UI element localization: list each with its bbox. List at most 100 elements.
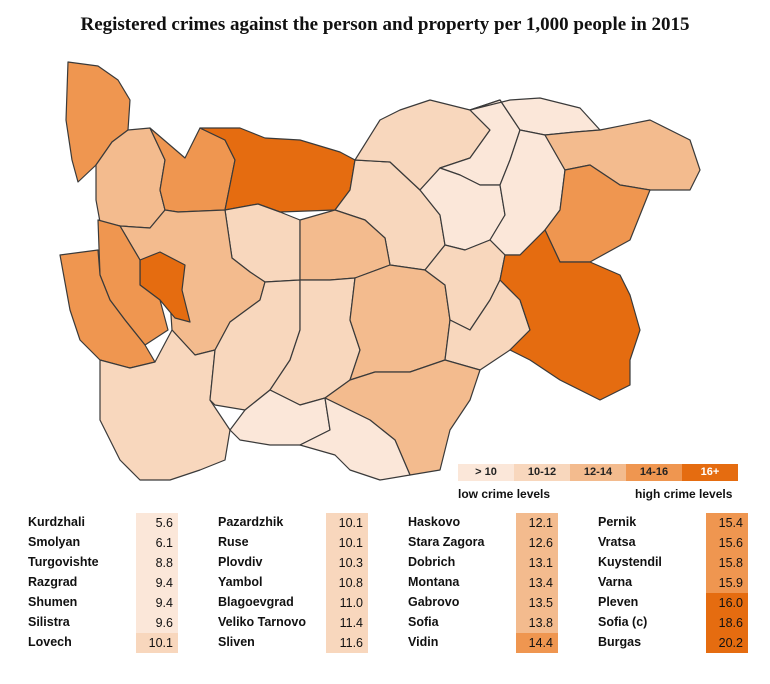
- region-value: 10.3: [326, 553, 368, 573]
- legend-swatch-4: 16+: [682, 464, 738, 481]
- table-column: Haskovo 12.1 Stara Zagora 12.6 Dobrich 13.1 Mo…: [408, 513, 558, 653]
- region-value: 15.4: [706, 513, 748, 533]
- table-row: Pernik 15.4: [598, 513, 748, 533]
- region-value: 14.4: [516, 633, 558, 653]
- region-name: Silistra: [28, 615, 70, 629]
- legend-swatch-1: 10-12: [514, 464, 570, 481]
- region-value: 5.6: [136, 513, 178, 533]
- region-value: 10.1: [326, 533, 368, 553]
- legend: > 10 10-12 12-14 14-16 16+: [458, 464, 738, 481]
- table-row: Lovech 10.1: [28, 633, 178, 653]
- region-value: 10.8: [326, 573, 368, 593]
- region-name: Blagoevgrad: [218, 595, 294, 609]
- region-name: Pleven: [598, 595, 639, 609]
- table-row: Pazardzhik 10.1: [218, 513, 368, 533]
- table-row: Stara Zagora 12.6: [408, 533, 558, 553]
- table-row: Varna 15.9: [598, 573, 748, 593]
- legend-low-label: low crime levels: [458, 487, 551, 501]
- legend-swatch-0: > 10: [458, 464, 514, 481]
- table-row: Shumen 9.4: [28, 593, 178, 613]
- region-value: 9.6: [136, 613, 178, 633]
- region-value: 11.0: [326, 593, 368, 613]
- region-name: Smolyan: [28, 535, 81, 549]
- region-value: 15.6: [706, 533, 748, 553]
- region-name: Pazardzhik: [218, 515, 284, 529]
- table-row: Ruse 10.1: [218, 533, 368, 553]
- table-row: Vidin 14.4: [408, 633, 558, 653]
- table-column: Kurdzhali 5.6 Smolyan 6.1 Turgovishte 8.8 Razg…: [28, 513, 178, 653]
- table-row: Montana 13.4: [408, 573, 558, 593]
- table-row: Plovdiv 10.3: [218, 553, 368, 573]
- region-name: Pernik: [598, 515, 637, 529]
- region-name: Vratsa: [598, 535, 636, 549]
- table-column: Pazardzhik 10.1 Ruse 10.1 Plovdiv 10.3 Yambol 1…: [218, 513, 368, 653]
- region-value: 15.8: [706, 553, 748, 573]
- region-name: Yambol: [218, 575, 263, 589]
- region-name: Haskovo: [408, 515, 461, 529]
- legend-swatch-2: 12-14: [570, 464, 626, 481]
- region-name: Gabrovo: [408, 595, 460, 609]
- region-name: Sofia: [408, 615, 439, 629]
- map-title: Registered crimes against the person and…: [80, 14, 690, 35]
- table-row: Sofia 13.8: [408, 613, 558, 633]
- table-row: Smolyan 6.1: [28, 533, 178, 553]
- region-name: Vidin: [408, 635, 439, 649]
- region-name: Sliven: [218, 635, 255, 649]
- region-name: Ruse: [218, 535, 249, 549]
- table-row: Gabrovo 13.5: [408, 593, 558, 613]
- region-name: Shumen: [28, 595, 78, 609]
- region-name: Kurdzhali: [28, 515, 85, 529]
- region-name: Stara Zagora: [408, 535, 485, 549]
- region-value: 11.6: [326, 633, 368, 653]
- region-name: Lovech: [28, 635, 72, 649]
- region-value: 12.1: [516, 513, 558, 533]
- region-value: 11.4: [326, 613, 368, 633]
- region-value: 20.2: [706, 633, 748, 653]
- region-value: 9.4: [136, 593, 178, 613]
- table-row: Sliven 11.6: [218, 633, 368, 653]
- region-value: 15.9: [706, 573, 748, 593]
- region-name: Razgrad: [28, 575, 78, 589]
- table-row: Burgas 20.2: [598, 633, 748, 653]
- region-name: Kuystendil: [598, 555, 662, 569]
- region-value: 10.1: [136, 633, 178, 653]
- region-varna: [544, 164, 651, 263]
- region-kuystendil: [59, 249, 156, 369]
- region-value: 8.8: [136, 553, 178, 573]
- table-row: Haskovo 12.1: [408, 513, 558, 533]
- table-row: Kuystendil 15.8: [598, 553, 748, 573]
- region-name: Varna: [598, 575, 633, 589]
- legend-high-label: high crime levels: [635, 487, 733, 501]
- table-row: Vratsa 15.6: [598, 533, 748, 553]
- region-vratsa: [149, 127, 236, 213]
- region-stara-zagora: [349, 264, 451, 381]
- region-value: 10.1: [326, 513, 368, 533]
- table-row: Veliko Tarnovo 11.4: [218, 613, 368, 633]
- region-burgas: [499, 229, 641, 401]
- region-name: Turgovishte: [28, 555, 99, 569]
- region-name: Montana: [408, 575, 460, 589]
- region-value: 13.5: [516, 593, 558, 613]
- region-name: Plovdiv: [218, 555, 263, 569]
- region-name: Burgas: [598, 635, 642, 649]
- region-value: 13.1: [516, 553, 558, 573]
- region-name: Dobrich: [408, 555, 456, 569]
- table-row: Sofia (c) 18.6: [598, 613, 748, 633]
- region-value: 12.6: [516, 533, 558, 553]
- table-row: Pleven 16.0: [598, 593, 748, 613]
- legend-swatch-3: 14-16: [626, 464, 682, 481]
- table-row: Dobrich 13.1: [408, 553, 558, 573]
- table-column: Pernik 15.4 Vratsa 15.6 Kuystendil 15.8 Varna 1…: [598, 513, 748, 653]
- region-value: 13.4: [516, 573, 558, 593]
- table-row: Yambol 10.8: [218, 573, 368, 593]
- region-value: 6.1: [136, 533, 178, 553]
- region-value: 13.8: [516, 613, 558, 633]
- region-value: 18.6: [706, 613, 748, 633]
- table-row: Blagoevgrad 11.0: [218, 593, 368, 613]
- region-name: Sofia (c): [598, 615, 648, 629]
- table-row: Razgrad 9.4: [28, 573, 178, 593]
- region-kurdzhali: [299, 397, 411, 481]
- table-row: Turgovishte 8.8: [28, 553, 178, 573]
- region-value: 16.0: [706, 593, 748, 613]
